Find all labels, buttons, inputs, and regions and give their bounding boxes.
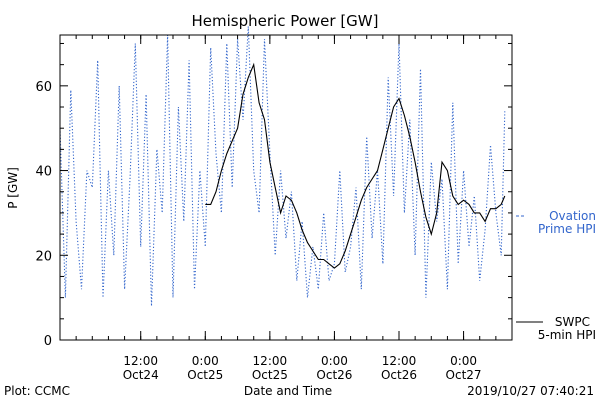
y-axis-label: P [GW] [6, 167, 20, 209]
x-tick-label-date: Oct26 [316, 368, 352, 382]
x-tick-label-time: 0:00 [192, 354, 219, 368]
y-tick-label: 0 [44, 334, 52, 349]
plot-frame [59, 34, 513, 341]
x-tick-label-time: 0:00 [321, 354, 348, 368]
x-tick-label-date: Oct27 [446, 368, 482, 382]
x-tick-label-date: Oct25 [252, 368, 288, 382]
x-tick-label-time: 0:00 [450, 354, 477, 368]
plot-credit: Plot: CCMC [4, 384, 70, 398]
series-line-ovation [59, 26, 506, 307]
y-tick-label: 60 [35, 80, 52, 95]
x-tick-label-date: Oct24 [123, 368, 159, 382]
x-tick-label-time: 12:00 [253, 354, 288, 368]
legend-label-swpc-2: 5-min HPI [538, 328, 596, 342]
plot-timestamp: 2019/10/27 07:40:21 [467, 384, 594, 398]
series-layer [59, 26, 506, 307]
x-tick-label-date: Oct25 [187, 368, 223, 382]
x-tick-label-time: 12:00 [123, 354, 158, 368]
legend-label-ovation: Ovation [549, 209, 596, 223]
axis-layer: 020406012:00Oct240:00Oct2512:00Oct250:00… [35, 34, 513, 382]
y-tick-label: 20 [35, 249, 52, 264]
legend-label-ovation-2: Prime HPI [538, 222, 596, 236]
chart-title: Hemispheric Power [GW] [192, 12, 379, 30]
legend-label-swpc: SWPC [555, 315, 590, 329]
series-line-swpc [205, 62, 506, 269]
x-tick-label-time: 12:00 [382, 354, 417, 368]
y-tick-label: 40 [35, 165, 52, 180]
x-tick-label-date: Oct26 [381, 368, 417, 382]
x-axis-label: Date and Time [244, 384, 332, 398]
